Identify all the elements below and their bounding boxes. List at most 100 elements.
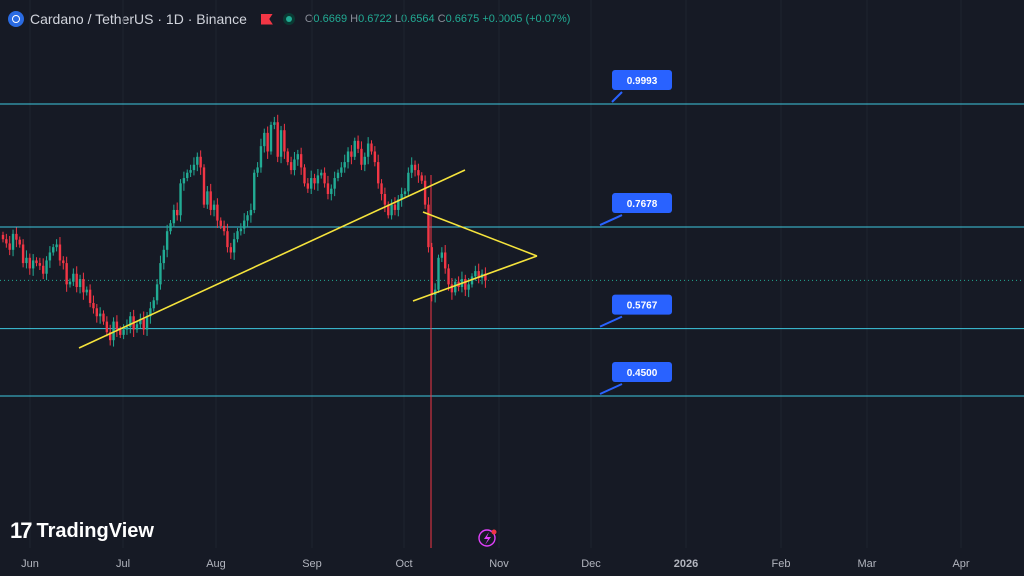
candle-body bbox=[62, 260, 65, 264]
candle-body bbox=[249, 209, 253, 216]
candle-body bbox=[179, 183, 182, 216]
level-label-box bbox=[612, 294, 672, 315]
candle-body bbox=[15, 233, 18, 240]
candle-body bbox=[18, 239, 21, 245]
status-dot-icon bbox=[282, 13, 295, 25]
candle-body bbox=[380, 183, 383, 194]
level-label-box bbox=[612, 362, 672, 382]
candle-body bbox=[122, 329, 125, 335]
candle-body bbox=[303, 167, 306, 184]
level-label-box bbox=[612, 70, 672, 90]
x-tick-label: Sep bbox=[302, 558, 322, 570]
candle-body bbox=[279, 130, 283, 157]
candle-body bbox=[417, 170, 420, 176]
candle-body bbox=[450, 284, 454, 293]
candle-body bbox=[323, 172, 326, 184]
x-tick-label: Oct bbox=[395, 558, 412, 570]
symbol-title[interactable]: Cardano / TetherUS · 1D · Binance bbox=[30, 11, 247, 27]
candle-body bbox=[289, 162, 293, 171]
candle-body bbox=[346, 151, 350, 163]
candle-body bbox=[5, 239, 8, 244]
open-value: 0.6669 bbox=[313, 13, 348, 25]
x-tick-label: Apr bbox=[952, 558, 969, 570]
candle-body bbox=[102, 313, 105, 322]
candle-body bbox=[58, 244, 62, 261]
candle-body bbox=[326, 183, 330, 194]
trendline bbox=[78, 169, 466, 349]
candle-body bbox=[232, 239, 236, 253]
candle-body bbox=[139, 318, 142, 325]
candle-body bbox=[310, 178, 313, 189]
candle-body bbox=[68, 281, 72, 285]
candle-body bbox=[276, 122, 279, 157]
candle-body bbox=[176, 209, 179, 216]
candle-body bbox=[253, 172, 256, 210]
candle-body bbox=[377, 162, 380, 184]
candle-body bbox=[293, 159, 296, 171]
candle-body bbox=[155, 284, 159, 301]
candle-body bbox=[363, 156, 366, 165]
candle-body bbox=[296, 154, 299, 160]
candle-body bbox=[423, 180, 427, 205]
candle-body bbox=[115, 321, 119, 330]
trendline bbox=[412, 255, 538, 302]
candle-body bbox=[159, 263, 162, 285]
tradingview-logo[interactable]: 17 TradingView bbox=[10, 518, 154, 544]
candle-body bbox=[373, 151, 377, 163]
candle-body bbox=[390, 204, 393, 216]
candle-body bbox=[387, 204, 390, 216]
candle-body bbox=[109, 332, 112, 341]
candle-body bbox=[474, 271, 477, 277]
candle-body bbox=[333, 178, 336, 189]
level-callout bbox=[599, 383, 623, 395]
candle-body bbox=[222, 225, 226, 232]
candle-body bbox=[125, 326, 129, 330]
candle-body bbox=[25, 257, 28, 264]
candle-body bbox=[229, 247, 232, 253]
candle-body bbox=[169, 223, 172, 232]
candle-body bbox=[42, 265, 45, 274]
candle-body bbox=[343, 162, 346, 168]
candle-body bbox=[31, 260, 35, 269]
candle-body bbox=[437, 257, 440, 290]
lightning-icon bbox=[478, 529, 496, 547]
x-tick-label: Feb bbox=[772, 558, 791, 570]
candle-body bbox=[119, 329, 122, 335]
candle-body bbox=[82, 279, 85, 293]
candle-body bbox=[467, 284, 470, 290]
candle-body bbox=[226, 231, 229, 248]
candle-body bbox=[336, 172, 340, 179]
level-label: 0.9993 bbox=[627, 76, 658, 87]
x-tick-label: Nov bbox=[489, 558, 509, 570]
candle-body bbox=[199, 156, 202, 168]
level-label: 0.7678 bbox=[627, 199, 658, 210]
candle-body bbox=[273, 122, 276, 125]
candle-body bbox=[340, 167, 343, 173]
trendline bbox=[422, 211, 538, 257]
candle-body bbox=[98, 313, 102, 317]
candle-body bbox=[152, 300, 155, 309]
candle-body bbox=[353, 140, 356, 157]
candle-body bbox=[92, 302, 95, 309]
candle-body bbox=[427, 204, 430, 248]
candle-body bbox=[11, 233, 15, 250]
candle-body bbox=[85, 289, 88, 293]
candle-body bbox=[65, 263, 68, 285]
ohlc-readout: O0.6669 H0.6722 L0.6564 C0.6675 +0.0005 … bbox=[304, 13, 571, 25]
candle-body bbox=[246, 215, 249, 221]
candle-body bbox=[236, 231, 239, 240]
flag-icon[interactable] bbox=[260, 13, 273, 25]
candle-body bbox=[266, 132, 269, 152]
candle-body bbox=[263, 132, 266, 147]
candle-body bbox=[407, 172, 410, 192]
candle-body bbox=[366, 143, 370, 157]
candle-body bbox=[397, 199, 400, 210]
candle-body bbox=[256, 167, 259, 173]
candle-body bbox=[78, 279, 82, 288]
candle-body bbox=[440, 252, 444, 258]
candle-body bbox=[393, 204, 397, 210]
level-label: 0.5767 bbox=[627, 301, 658, 312]
candle-body bbox=[149, 308, 152, 317]
candle-body bbox=[95, 308, 98, 317]
